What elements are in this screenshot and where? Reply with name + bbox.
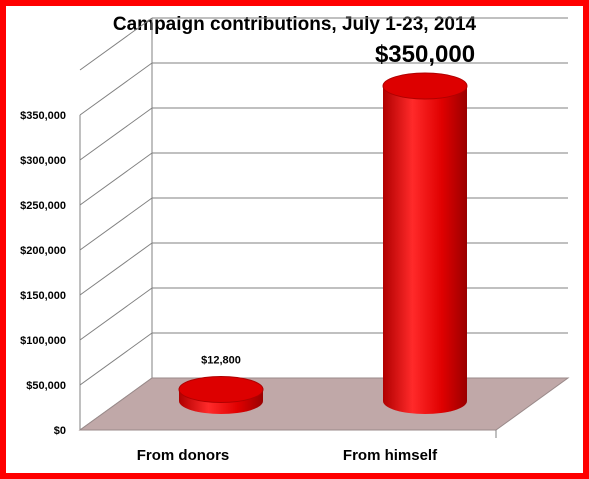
bar-top — [178, 375, 264, 403]
y-tick-label: $350,000 — [20, 110, 66, 122]
bar-top — [382, 72, 468, 100]
chart-title: Campaign contributions, July 1-23, 2014 — [112, 14, 477, 35]
y-tick-label: $250,000 — [20, 200, 66, 212]
y-tick-label: $200,000 — [20, 245, 66, 257]
bar-from-donors: $12,800 — [178, 354, 264, 414]
grid-layer — [79, 17, 568, 431]
bars: $12,800 $350,000 — [178, 41, 475, 414]
bar-body — [383, 86, 467, 414]
x-category-label: From himself — [343, 447, 438, 464]
gridline-side — [79, 152, 153, 206]
gridline-side — [79, 17, 153, 71]
y-tick-label: $50,000 — [26, 380, 66, 392]
gridline-side — [79, 62, 153, 116]
data-label: $350,000 — [375, 41, 475, 68]
x-category-label: From donors — [137, 447, 230, 464]
data-label: $12,800 — [201, 354, 241, 366]
y-tick-label: $0 — [54, 425, 66, 437]
gridline-side — [79, 107, 153, 161]
y-tick-label: $150,000 — [20, 290, 66, 302]
y-tick-label: $300,000 — [20, 155, 66, 167]
gridline-side — [79, 197, 153, 251]
y-axis-ticks: $0 $50,000 $100,000 $150,000 $200,000 $250,00… — [20, 110, 66, 437]
gridline-side — [79, 332, 153, 386]
gridline-side — [79, 287, 153, 341]
x-axis-categories: From donors From himself — [137, 447, 438, 464]
y-tick-label: $100,000 — [20, 335, 66, 347]
bar-from-himself: $350,000 — [375, 41, 475, 414]
chart-floor — [78, 377, 570, 431]
gridline-side — [79, 242, 153, 296]
floor-layer — [78, 377, 570, 438]
